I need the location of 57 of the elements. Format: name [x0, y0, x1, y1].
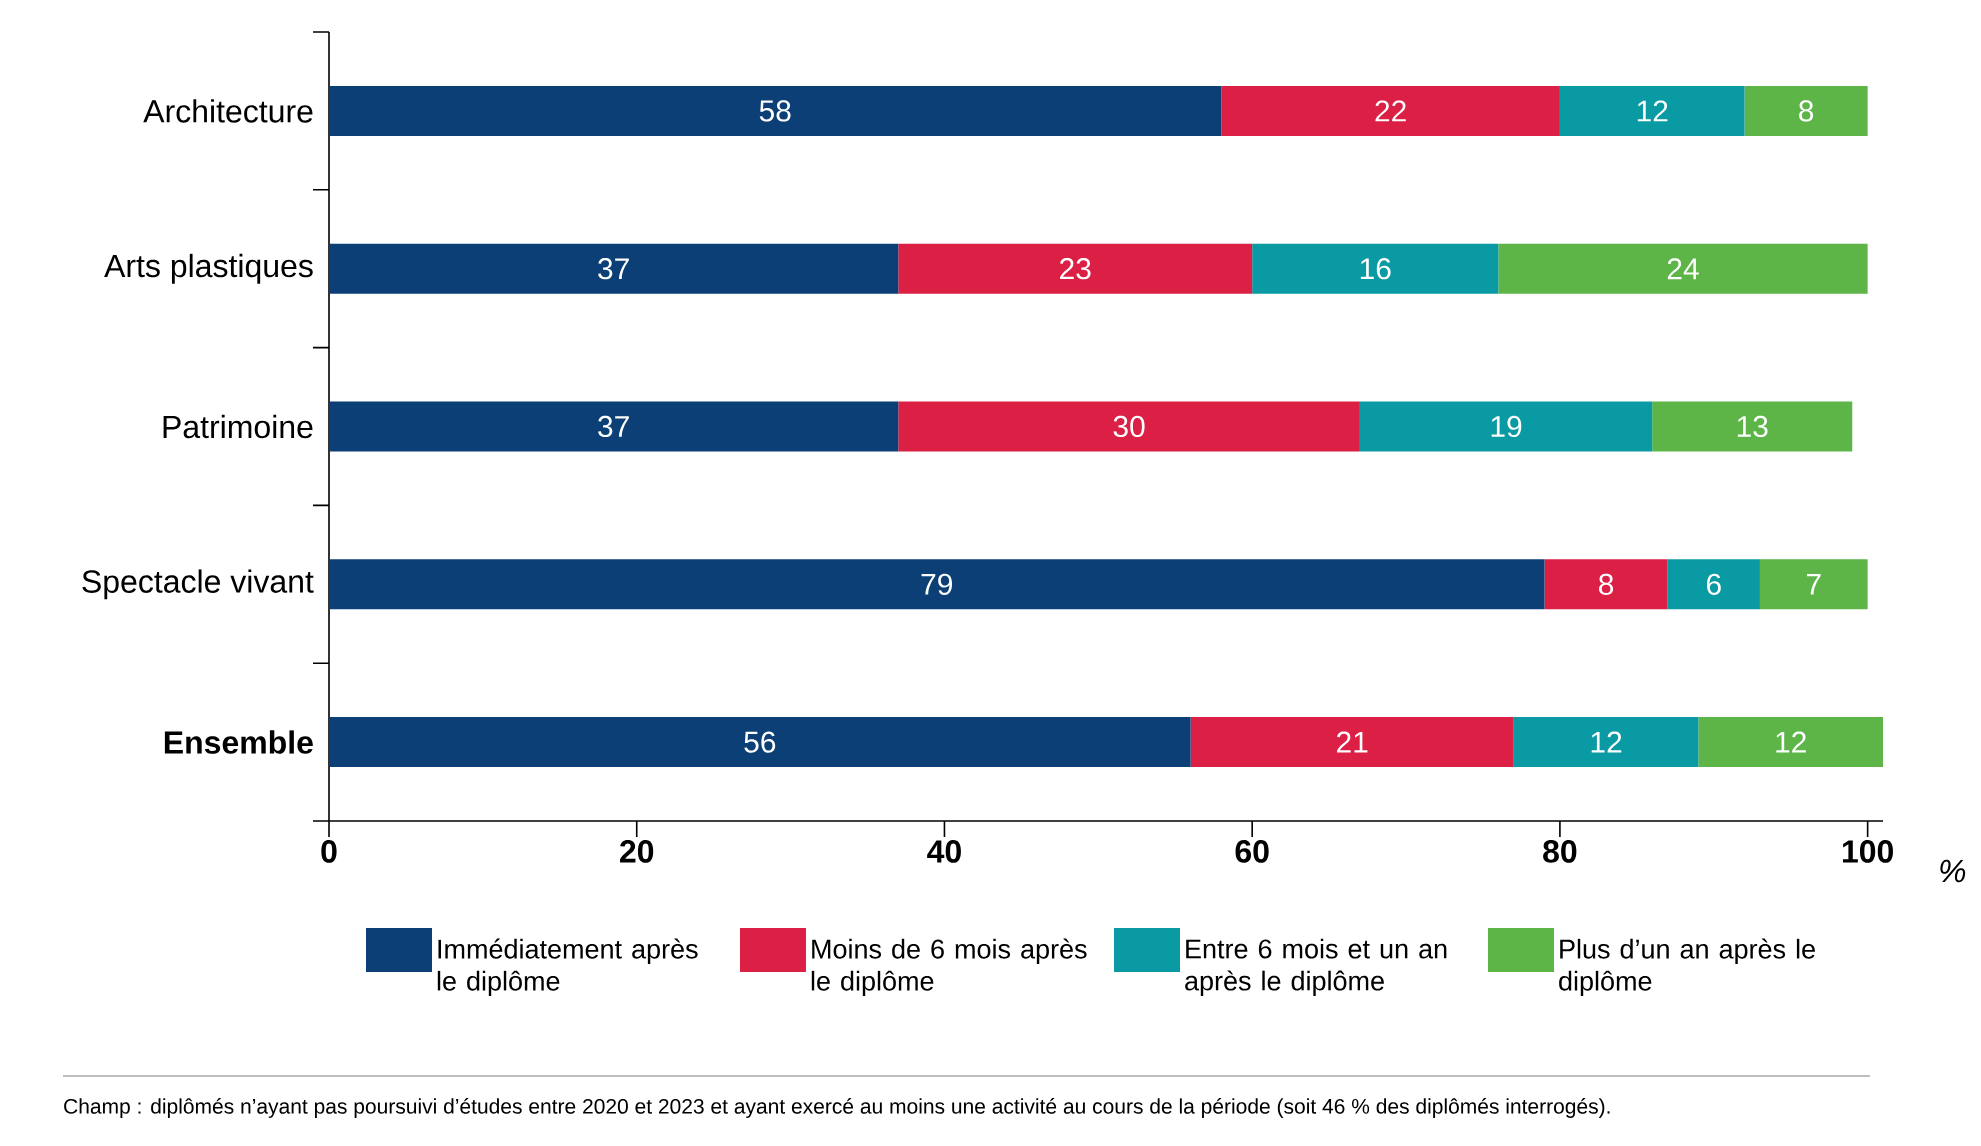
bar [329, 717, 1191, 768]
data-label: 12 [1776, 731, 1806, 753]
x-axis-title: % [1940, 859, 1966, 883]
y-tick-label: Architecture [143, 99, 313, 123]
data-label: 13 [1737, 415, 1768, 438]
data-label: 8 [1799, 100, 1814, 122]
legend-label: Entre 6 mois et un an après le diplôme [1185, 938, 1447, 996]
data-label: 58 [759, 100, 791, 122]
bar [1513, 717, 1699, 768]
bar [1498, 243, 1868, 294]
data-label: 22 [1375, 100, 1406, 122]
bar [329, 559, 1545, 610]
bar [1359, 401, 1653, 452]
data-label: 24 [1667, 258, 1699, 280]
x-tick-label: 20 [620, 840, 654, 863]
x-tick-label: 100 [1842, 840, 1893, 863]
bar [1544, 559, 1668, 610]
bar [1652, 401, 1853, 452]
data-label: 12 [1637, 100, 1668, 122]
bar [1221, 85, 1560, 136]
data-label: 7 [1806, 573, 1821, 595]
bar [1698, 717, 1884, 768]
legend-label: Plus d’un an après le diplôme [1559, 938, 1815, 997]
data-label: 16 [1360, 258, 1391, 280]
y-tick-label: Patrimoine [163, 414, 313, 439]
data-label: 12 [1591, 731, 1622, 753]
data-label: 56 [744, 731, 776, 753]
bar [898, 401, 1360, 452]
legend-label: Moins de 6 mois après le diplôme [811, 938, 1087, 997]
bar [1744, 85, 1868, 136]
bar [329, 85, 1222, 136]
bar [898, 243, 1253, 294]
data-label: 19 [1491, 415, 1522, 438]
bar [1559, 85, 1745, 136]
bar [1759, 559, 1868, 610]
bar [1252, 243, 1499, 294]
x-tick-label: 40 [927, 840, 961, 863]
y-tick-label: Spectacle vivant [82, 569, 314, 600]
y-tick-label: Arts plastiques [104, 253, 313, 284]
legend-label: Immédiatement après le diplôme [437, 938, 698, 997]
bar [329, 401, 899, 452]
bar [329, 243, 899, 294]
data-label: 21 [1337, 731, 1368, 753]
data-label: 79 [921, 573, 952, 595]
x-tick-label: 80 [1543, 840, 1577, 863]
data-label: 37 [598, 415, 629, 438]
text: Champ : diplômés n’ayant pas poursuivi d’études entre 2020 et 2023 et ayant exercé au moins une activité au cours de la période (soit 46 % des diplômés interrogés). [64, 1098, 1610, 1118]
data-label: 6 [1706, 573, 1721, 595]
data-label: 30 [1113, 415, 1145, 438]
x-tick-label: 60 [1235, 840, 1269, 863]
x-tick-label: 0 [321, 840, 337, 863]
bar [1190, 717, 1514, 768]
data-label: 37 [598, 258, 629, 280]
data-label: 8 [1599, 573, 1614, 595]
y-tick-label: Ensemble [164, 730, 313, 754]
bar [1667, 559, 1760, 610]
data-label: 23 [1060, 258, 1091, 280]
